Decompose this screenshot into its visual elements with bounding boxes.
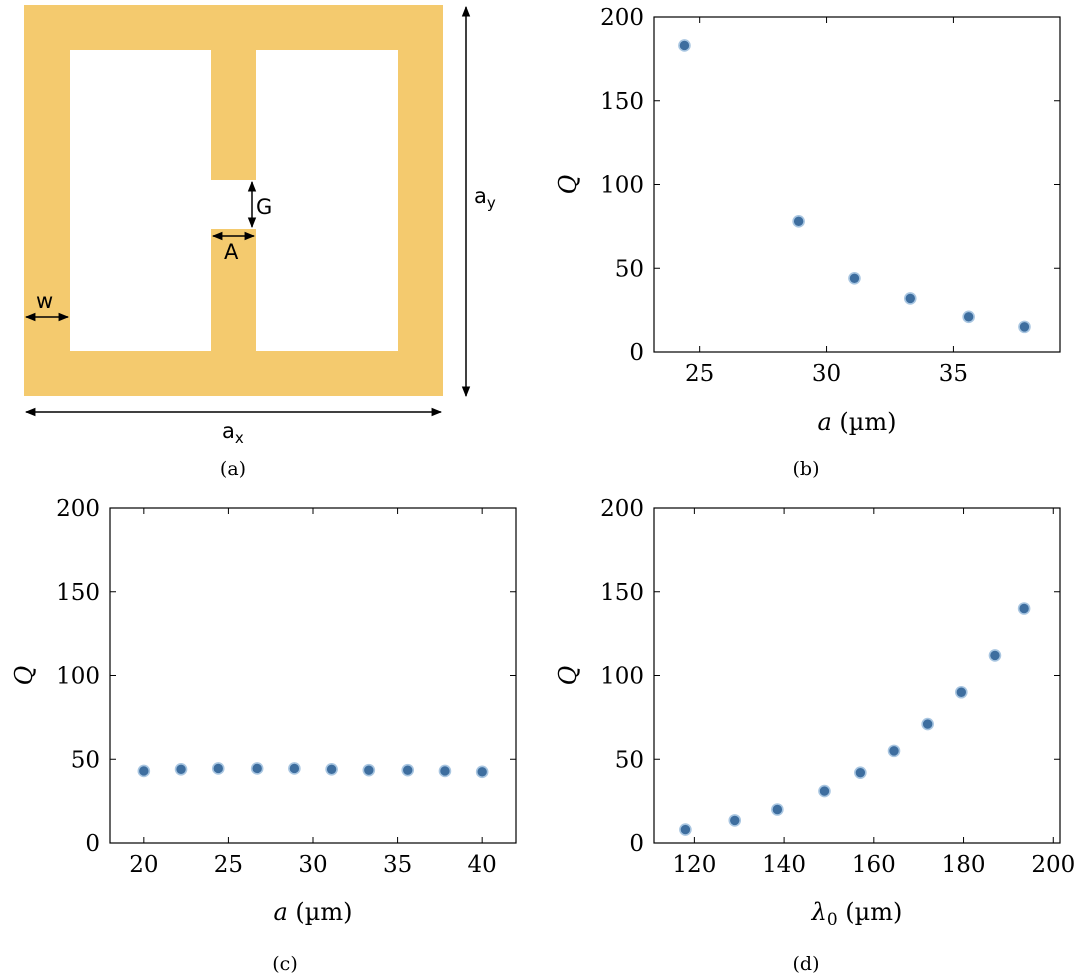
x-tick-label: 140 (762, 852, 806, 878)
data-point (137, 764, 151, 778)
chart-d: 120 140 160 180 200 0 50 100 150 200 λ0 (µm) Q (d) (554, 496, 1075, 975)
data-point (988, 649, 1002, 662)
y-tick-label: 100 (56, 664, 100, 690)
data-point (921, 717, 934, 731)
data-point (362, 763, 376, 777)
plot-frame (653, 16, 1061, 353)
caption-c: (c) (272, 953, 297, 975)
y-tick-label: 150 (56, 580, 100, 606)
A-label: A (224, 240, 239, 264)
y-tick-label: 50 (615, 747, 644, 773)
data-point (848, 271, 861, 285)
x-tick-label: 40 (468, 852, 497, 878)
data-point (211, 762, 225, 775)
G-label: G (256, 195, 272, 219)
data-point (955, 685, 968, 699)
y-tick-label: 0 (85, 831, 100, 857)
x-tick-label: 180 (942, 852, 986, 878)
y-tick-label: 200 (600, 5, 644, 31)
y-tick-label: 100 (600, 664, 644, 690)
data-point (679, 823, 692, 836)
y-tick-label: 100 (600, 173, 644, 199)
data-point (288, 762, 301, 775)
data-point (771, 803, 784, 816)
x-tick-label: 35 (383, 852, 412, 878)
caption-a: (a) (220, 458, 246, 480)
x-tick-label: 160 (852, 852, 896, 878)
data-point (438, 764, 452, 778)
data-point (678, 39, 691, 52)
data-point (962, 310, 975, 324)
data-point (854, 766, 867, 779)
data-point (818, 784, 831, 798)
data-point (1018, 320, 1031, 334)
x-tick-label: 35 (939, 361, 968, 387)
y-tick-label: 150 (600, 580, 644, 606)
data-point (728, 814, 742, 827)
data-point (475, 765, 489, 779)
charts: 25 30 35 0 50 100 150 200 a (µm) Q (b) 20 25 30 35 40 0 5… (10, 5, 1075, 975)
y-tick-label: 200 (56, 496, 100, 522)
data-point (887, 744, 901, 758)
caption-b: (b) (793, 458, 820, 480)
x-axis-label: a (µm) (817, 408, 896, 436)
data-point (250, 762, 264, 775)
data-point (401, 763, 415, 777)
x-tick-label: 25 (685, 361, 714, 387)
data-point (903, 292, 917, 305)
y-axis-label: Q (554, 175, 582, 195)
y-tick-label: 0 (629, 340, 644, 366)
plot-frame (109, 507, 517, 844)
y-axis-label: Q (10, 666, 38, 686)
x-tick-label: 25 (214, 852, 243, 878)
x-tick-label: 20 (129, 852, 158, 878)
data-point (1017, 602, 1031, 615)
y-tick-label: 50 (615, 256, 644, 282)
x-tick-label: 30 (298, 852, 327, 878)
w-label: w (36, 289, 53, 313)
ay-label: ay (474, 184, 496, 212)
data-point (174, 762, 188, 776)
x-tick-label: 200 (1031, 852, 1075, 878)
x-axis-label: a (µm) (273, 898, 352, 926)
chart-c: 20 25 30 35 40 0 50 100 150 200 a (µm) Q (c) (10, 496, 517, 975)
resonator-shape (24, 5, 443, 396)
caption-d: (d) (793, 953, 820, 975)
plot-frame (653, 507, 1061, 844)
resonator-diagram: w G A ax ay (a) (24, 5, 496, 480)
x-axis-label: λ0 (µm) (811, 898, 903, 930)
data-point (325, 762, 338, 776)
chart-b: 25 30 35 0 50 100 150 200 a (µm) Q (b) (554, 5, 1061, 480)
y-axis-label: Q (554, 666, 582, 686)
y-tick-label: 50 (71, 747, 100, 773)
x-tick-label: 120 (672, 852, 716, 878)
x-tick-label: 30 (812, 361, 841, 387)
data-point (792, 215, 805, 228)
y-tick-label: 200 (600, 496, 644, 522)
y-tick-label: 0 (629, 831, 644, 857)
y-tick-label: 150 (600, 89, 644, 115)
ax-label: ax (222, 419, 244, 447)
